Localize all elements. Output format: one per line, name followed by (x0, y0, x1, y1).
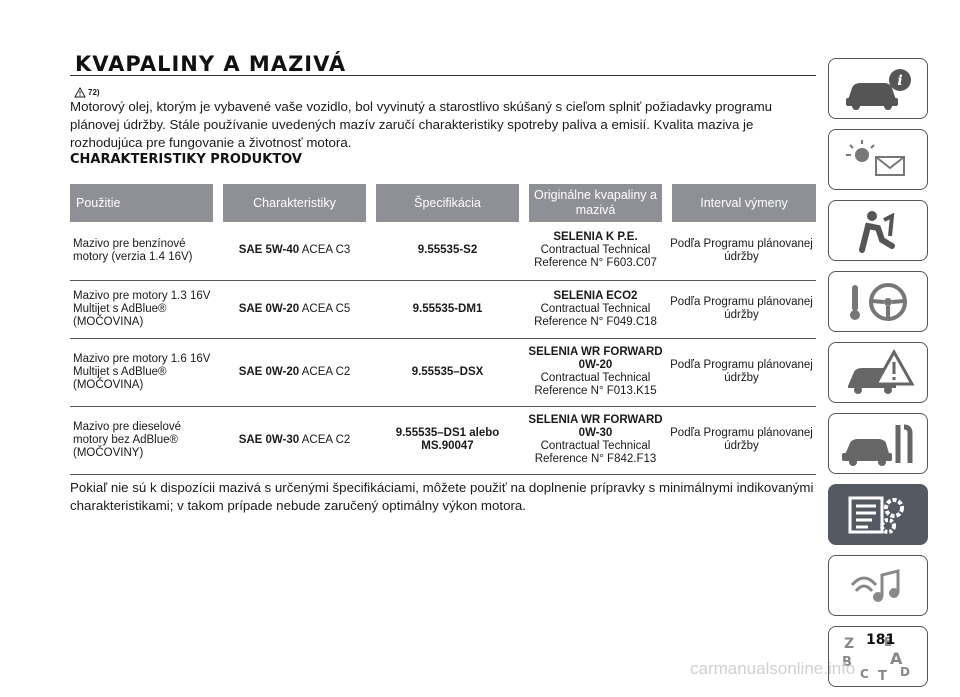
header-specification: Špecifikácia (366, 184, 524, 222)
warning-lights-icon (846, 139, 905, 176)
watermark: carmanualsonline.info (690, 659, 856, 678)
acea-class: ACEA C2 (301, 433, 351, 446)
cell-specification: 9.55535–DSX (371, 337, 524, 406)
cell-original-product: SELENIA WR FORWARD 0W-30 Contractual Tech… (524, 405, 667, 475)
cell-use: Mazivo pre motory 1.6 16V Multijet s AdB… (70, 337, 218, 406)
svg-text:T: T (878, 669, 887, 682)
header-original-fluids: Originálne kvapaliny a mazivá (519, 184, 667, 222)
cell-specification: 9.55535-S2 (417, 244, 478, 257)
cell-use: Mazivo pre motory 1.3 16V Multijet s AdB… (70, 279, 218, 338)
header-characteristics: Charakteristiky (213, 184, 371, 222)
svg-text:E: E (884, 635, 892, 649)
product-spec-table: Použitie Charakteristiky Špecifikácia Or… (70, 184, 816, 475)
product-name: SELENIA WR FORWARD 0W-20 (528, 346, 663, 371)
index-icon: Z E A B C T D (842, 635, 910, 682)
chapter-tab-warning-lights[interactable] (828, 129, 928, 190)
table-header-row: Použitie Charakteristiky Špecifikácia Or… (70, 184, 816, 222)
svg-text:B: B (842, 655, 852, 670)
oil-grade: SAE 0W-20 (238, 302, 300, 315)
warning-reference-number: 72) (88, 88, 100, 97)
warning-triangle-icon (74, 87, 86, 98)
warning-reference: 72) (74, 87, 100, 98)
chapter-tab-emergency[interactable] (828, 342, 928, 403)
acea-class: ACEA C3 (301, 244, 351, 257)
chapter-tab-index[interactable]: Z E A B C T D (828, 626, 928, 687)
footnote-paragraph: Pokiaľ nie sú k dispozícii mazivá s urče… (70, 480, 814, 513)
product-reference: Contractual Technical Reference N° F013.… (534, 372, 657, 397)
intro-paragraph: Motorový olej, ktorým je vybavené vaše v… (70, 99, 773, 150)
page-number: 181 (866, 632, 896, 648)
oil-grade: SAE 0W-20 (238, 365, 300, 378)
table-row: Mazivo pre benzínové motory (verzia 1.4 … (70, 222, 816, 280)
oil-grade: SAE 0W-30 (238, 433, 300, 446)
chapter-tab-safety[interactable] (828, 200, 928, 261)
cell-characteristics: SAE 0W-20 ACEA C5 (218, 279, 371, 338)
cell-specification: 9.55535-DM1 (371, 279, 524, 338)
cell-characteristics: SAE 0W-20 ACEA C2 (218, 337, 371, 406)
svg-text:i: i (897, 73, 902, 89)
safety-airbag-icon (859, 210, 895, 253)
cell-use: Mazivo pre dieselové motory bez AdBlue® … (70, 405, 218, 475)
multimedia-icon (850, 568, 900, 602)
cell-interval: Podľa Programu plánovanej údržby (667, 337, 816, 406)
product-reference: Contractual Technical Reference N° F842.… (534, 440, 657, 465)
cell-use: Mazivo pre benzínové motory (verzia 1.4 … (73, 237, 193, 263)
cell-original-product: SELENIA ECO2 Contractual Technical Refere… (524, 279, 667, 338)
product-name: SELENIA WR FORWARD 0W-30 (528, 414, 663, 439)
cell-original-product: SELENIA WR FORWARD 0W-20 Contractual Tech… (524, 337, 667, 406)
cell-interval: Podľa Programu plánovanej údržby (667, 279, 816, 338)
chapter-tab-sidebar: i (828, 58, 930, 697)
start-driving-icon (850, 282, 907, 321)
header-use: Použitie (70, 184, 218, 222)
svg-text:C: C (860, 667, 869, 681)
product-reference: Contractual Technical Reference N° F049.… (534, 302, 657, 328)
svg-text:Z: Z (844, 636, 854, 652)
product-reference: Contractual Technical Reference N° F603.… (534, 244, 657, 270)
table-row: Mazivo pre motory 1.3 16V Multijet s AdB… (70, 279, 816, 338)
cell-characteristics: SAE 0W-30 ACEA C2 (218, 405, 371, 475)
cell-specification: 9.55535–DS1 alebo MS.90047 (371, 405, 524, 475)
cell-interval: Podľa Programu plánovanej údržby (670, 237, 813, 263)
chapter-tab-maintenance[interactable] (828, 413, 928, 474)
page-title: KVAPALINY A MAZIVÁ (75, 52, 347, 76)
title-divider (70, 75, 816, 76)
emergency-icon (848, 348, 915, 394)
car-info-icon: i (846, 68, 911, 110)
svg-text:A: A (890, 649, 903, 668)
acea-class: ACEA C5 (301, 302, 351, 315)
chapter-tab-multimedia[interactable] (828, 555, 928, 616)
oil-grade: SAE 5W-40 (238, 244, 300, 257)
header-interval: Interval výmeny (662, 184, 816, 222)
table-row: Mazivo pre dieselové motory bez AdBlue® … (70, 405, 816, 475)
product-name: SELENIA K P.E. (553, 231, 638, 244)
section-title: CHARAKTERISTIKY PRODUKTOV (70, 152, 302, 167)
chapter-tab-technical-data[interactable] (828, 484, 928, 545)
product-name: SELENIA ECO2 (553, 289, 638, 302)
cell-original-product: SELENIA K P.E. Contractual Technical Refe… (524, 222, 667, 280)
chapter-tab-driving[interactable] (828, 271, 928, 332)
svg-text:D: D (900, 665, 910, 679)
chapter-tab-car-info[interactable]: i (828, 58, 928, 119)
maintenance-icon (842, 424, 913, 466)
table-row: Mazivo pre motory 1.6 16V Multijet s AdB… (70, 337, 816, 406)
cell-characteristics: SAE 5W-40 ACEA C3 (218, 222, 371, 280)
technical-data-icon (848, 496, 904, 534)
cell-interval: Podľa Programu plánovanej údržby (667, 405, 816, 475)
acea-class: ACEA C2 (301, 365, 351, 378)
